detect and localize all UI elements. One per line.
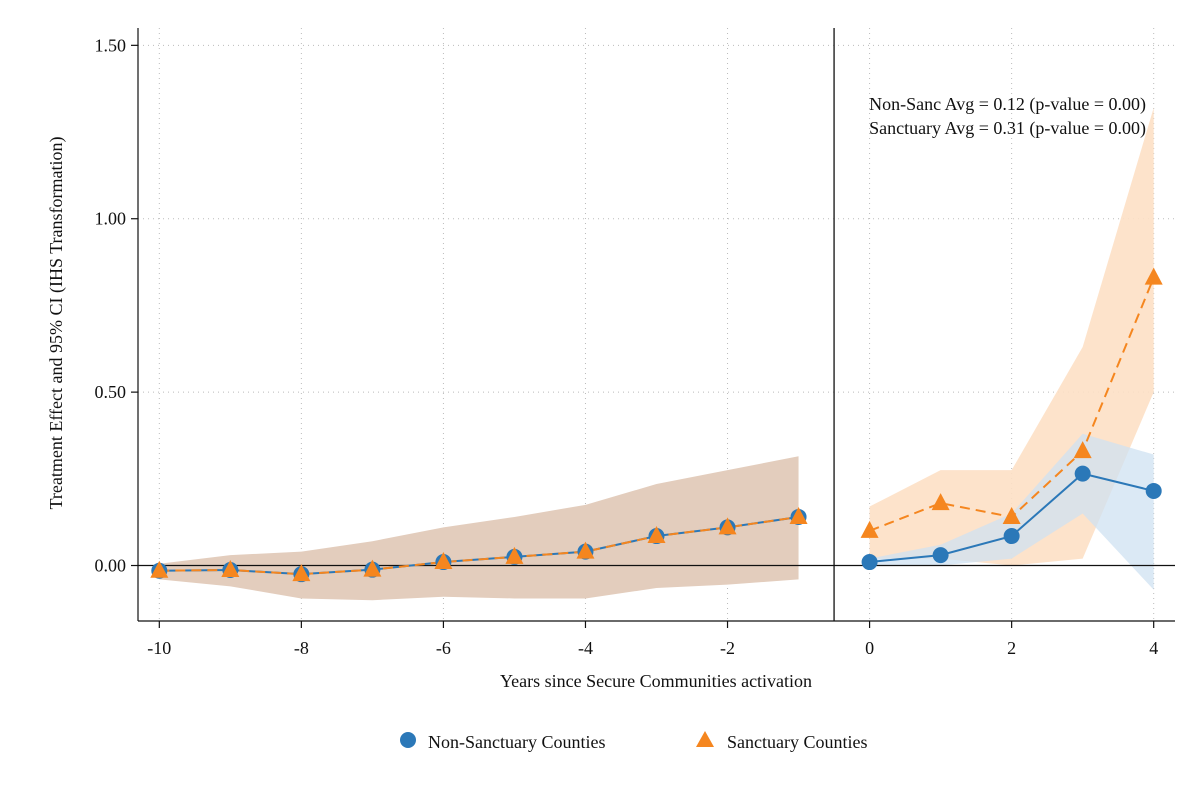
- y-tick-label-1: 0.50: [95, 382, 127, 402]
- y-axis-title: Treatment Effect and 95% CI (IHS Transfo…: [46, 137, 67, 510]
- x-tick-label-0: -10: [147, 638, 171, 658]
- legend-label-non-sanctuary: Non-Sanctuary Counties: [428, 732, 605, 752]
- point-sanctuary--10: [150, 560, 169, 578]
- legend: Non-Sanctuary Counties Sanctuary Countie…: [400, 731, 867, 752]
- annotation-non-sanc-avg: Non-Sanc Avg = 0.12 (p-value = 0.00): [869, 94, 1146, 115]
- annotation-sanctuary-avg: Sanctuary Avg = 0.31 (p-value = 0.00): [869, 118, 1146, 139]
- x-tick-label-2: -6: [436, 638, 451, 658]
- point-sanctuary-0: [860, 520, 879, 538]
- y-tick-label-2: 1.00: [95, 209, 127, 229]
- point-sanctuary--5: [505, 546, 524, 564]
- point-sanctuary--9: [221, 560, 240, 578]
- legend-marker-non-sanctuary: [400, 732, 416, 748]
- point-sanctuary--6: [434, 552, 453, 570]
- legend-marker-sanctuary: [696, 731, 714, 747]
- x-axis-title: Years since Secure Communities activatio…: [500, 671, 812, 691]
- point-sanctuary--4: [576, 541, 595, 559]
- point-sanctuary--3: [647, 526, 666, 544]
- point-non-sanctuary-1: [932, 547, 949, 564]
- x-tick-label-7: 4: [1149, 638, 1158, 658]
- y-tick-label-3: 1.50: [95, 35, 127, 55]
- reference-lines: [138, 28, 1175, 621]
- point-non-sanctuary-0: [861, 554, 878, 571]
- point-sanctuary-1: [931, 493, 950, 511]
- point-non-sanctuary-4: [1145, 482, 1162, 499]
- ci-band-pre-period: [159, 456, 799, 601]
- axes: [131, 28, 1175, 628]
- legend-label-sanctuary: Sanctuary Counties: [727, 732, 867, 752]
- x-tick-label-3: -4: [578, 638, 593, 658]
- point-sanctuary-4: [1144, 267, 1163, 285]
- x-tick-label-4: -2: [720, 638, 735, 658]
- series-markers: [150, 267, 1163, 583]
- line-sanctuary-pre: [159, 515, 799, 576]
- point-sanctuary-3: [1073, 441, 1092, 459]
- x-tick-label-6: 2: [1007, 638, 1016, 658]
- point-sanctuary--1: [789, 506, 808, 524]
- point-sanctuary--2: [718, 517, 737, 535]
- tick-labels: -10 -8 -6 -4 -2 0 2 4 0.00 0.50 1.00 1.50: [95, 35, 1159, 658]
- y-tick-label-0: 0.00: [95, 556, 127, 576]
- point-sanctuary--7: [363, 559, 382, 577]
- point-sanctuary-2: [1002, 506, 1021, 524]
- x-tick-label-1: -8: [294, 638, 309, 658]
- point-sanctuary--8: [292, 564, 311, 582]
- point-non-sanctuary-2: [1003, 528, 1020, 545]
- x-tick-label-5: 0: [865, 638, 874, 658]
- point-non-sanctuary-3: [1074, 465, 1091, 482]
